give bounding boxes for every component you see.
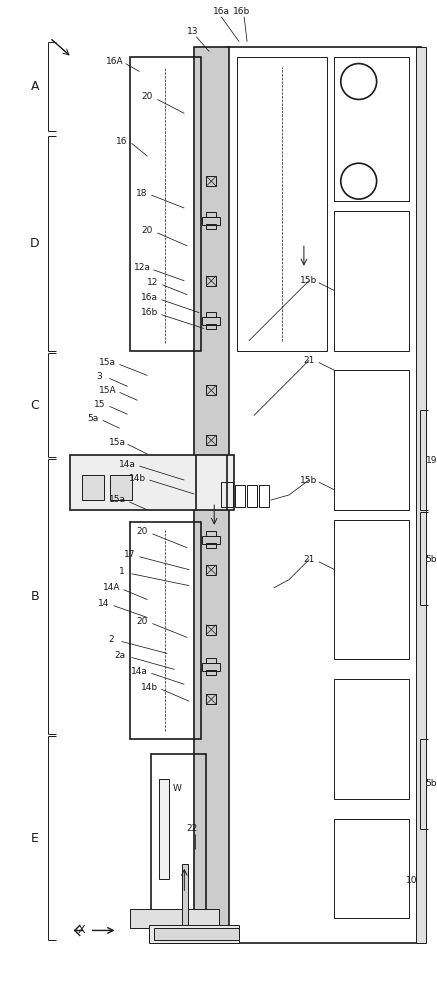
Text: 15a: 15a xyxy=(109,495,126,504)
Text: 14A: 14A xyxy=(103,583,120,592)
Text: 16A: 16A xyxy=(106,57,123,66)
Bar xyxy=(221,482,233,507)
Bar xyxy=(202,663,220,671)
Bar xyxy=(206,694,216,704)
Text: 18: 18 xyxy=(136,189,147,198)
Bar xyxy=(206,176,216,186)
Text: 12: 12 xyxy=(147,278,158,287)
Text: 5b: 5b xyxy=(426,779,437,788)
Text: 16a: 16a xyxy=(213,7,230,16)
Bar xyxy=(259,485,269,507)
Bar xyxy=(202,536,220,544)
Text: 16b: 16b xyxy=(141,308,158,317)
Bar xyxy=(206,435,216,445)
Text: W: W xyxy=(173,784,182,793)
Bar xyxy=(237,57,327,351)
Bar xyxy=(235,485,245,507)
Text: 20: 20 xyxy=(142,226,153,235)
Bar xyxy=(160,779,170,879)
Text: 20: 20 xyxy=(137,527,148,536)
Bar xyxy=(82,475,104,500)
Text: A: A xyxy=(31,80,39,93)
Bar xyxy=(206,324,216,329)
Text: 16a: 16a xyxy=(141,293,158,302)
Text: 17: 17 xyxy=(124,550,135,559)
Text: 12a: 12a xyxy=(134,263,151,272)
Text: 1: 1 xyxy=(119,567,125,576)
Bar xyxy=(202,217,220,225)
Text: B: B xyxy=(31,590,39,603)
Bar xyxy=(334,211,409,351)
Text: 20: 20 xyxy=(137,617,148,626)
Bar xyxy=(334,819,409,918)
Text: 3: 3 xyxy=(97,372,103,381)
Bar xyxy=(206,625,216,635)
Text: 13: 13 xyxy=(187,27,198,36)
Text: 15A: 15A xyxy=(99,386,116,395)
Bar xyxy=(247,485,257,507)
Text: 10: 10 xyxy=(406,876,417,885)
Text: 21: 21 xyxy=(303,356,315,365)
Text: 14: 14 xyxy=(98,599,109,608)
Text: 14a: 14a xyxy=(119,460,136,469)
Text: 21: 21 xyxy=(303,555,315,564)
Text: 14b: 14b xyxy=(129,474,146,483)
Bar xyxy=(206,531,216,536)
Text: 16b: 16b xyxy=(232,7,250,16)
Text: X: X xyxy=(78,925,86,935)
Bar xyxy=(334,520,409,659)
Text: 15b: 15b xyxy=(300,476,318,485)
Text: 16: 16 xyxy=(116,137,127,146)
Bar xyxy=(182,864,188,943)
Text: 5b: 5b xyxy=(426,555,437,564)
Bar xyxy=(110,475,132,500)
Bar xyxy=(416,47,427,943)
Text: 15: 15 xyxy=(94,400,105,409)
Bar xyxy=(170,925,189,943)
Bar xyxy=(202,317,220,325)
Bar xyxy=(206,312,216,317)
Text: C: C xyxy=(31,399,39,412)
Bar xyxy=(129,909,219,928)
Bar xyxy=(152,754,206,914)
Bar xyxy=(149,925,239,943)
Bar xyxy=(129,522,201,739)
Text: D: D xyxy=(30,237,40,250)
Text: 19: 19 xyxy=(426,456,437,465)
Bar xyxy=(334,57,409,201)
Text: 20: 20 xyxy=(142,92,153,101)
Bar xyxy=(206,385,216,395)
Text: 14a: 14a xyxy=(131,667,148,676)
Text: 2: 2 xyxy=(109,635,114,644)
Bar xyxy=(129,57,201,351)
Bar xyxy=(206,276,216,286)
Text: 2a: 2a xyxy=(114,651,125,660)
Text: 14b: 14b xyxy=(141,683,158,692)
Text: E: E xyxy=(31,832,39,845)
Bar xyxy=(334,370,409,510)
Bar xyxy=(206,212,216,217)
Bar xyxy=(227,47,421,943)
Bar xyxy=(206,565,216,575)
Bar xyxy=(206,670,216,675)
Bar xyxy=(206,224,216,229)
Bar xyxy=(206,543,216,548)
Bar xyxy=(334,679,409,799)
Text: 22: 22 xyxy=(187,824,198,833)
Bar xyxy=(194,47,229,943)
Bar xyxy=(206,658,216,663)
Text: 15b: 15b xyxy=(300,276,318,285)
Text: 15a: 15a xyxy=(109,438,126,447)
Bar xyxy=(154,928,239,940)
Text: 5a: 5a xyxy=(87,414,98,423)
Text: 15a: 15a xyxy=(99,358,116,367)
Bar xyxy=(70,455,234,510)
